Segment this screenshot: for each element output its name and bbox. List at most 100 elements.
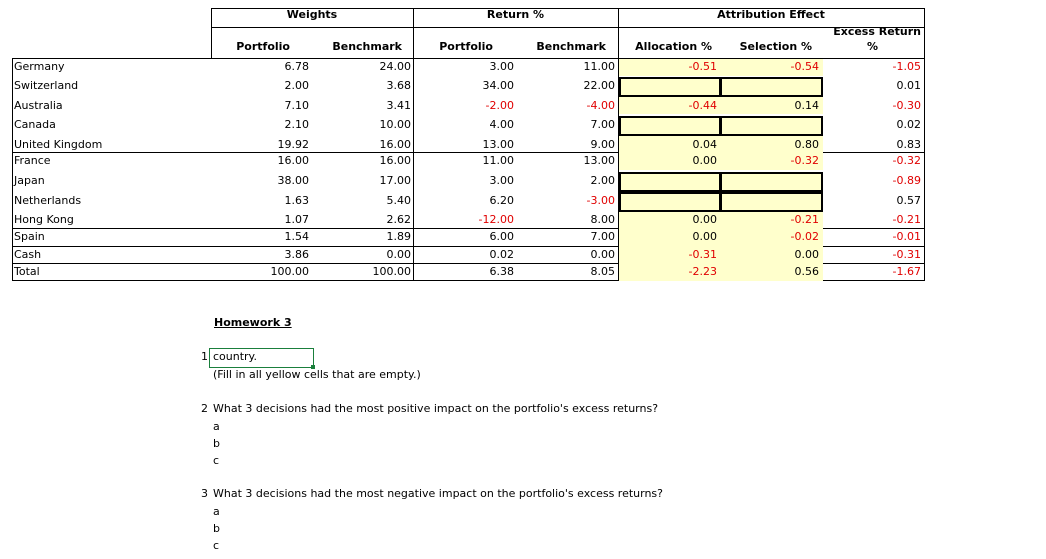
- empty-selection-cell[interactable]: [720, 77, 823, 97]
- cell-country[interactable]: Total: [14, 265, 40, 278]
- cell-country[interactable]: Germany: [14, 60, 65, 73]
- cell-pr[interactable]: 3.00: [489, 60, 515, 73]
- cell-pr[interactable]: 6.20: [489, 194, 515, 207]
- cell-sel[interactable]: [722, 77, 819, 95]
- cell-excess[interactable]: -1.05: [892, 60, 921, 73]
- cell-br[interactable]: 8.00: [590, 213, 616, 226]
- cell-alloc[interactable]: [620, 77, 717, 95]
- cell-country[interactable]: Hong Kong: [14, 213, 74, 226]
- cell-br[interactable]: 8.05: [590, 265, 616, 278]
- cell-bw[interactable]: 3.68: [386, 79, 412, 92]
- cell-pw[interactable]: 1.07: [284, 213, 310, 226]
- cell-bw[interactable]: 16.00: [379, 154, 412, 167]
- cell-sel[interactable]: -0.21: [790, 213, 819, 226]
- cell-excess[interactable]: -0.01: [892, 230, 921, 243]
- cell-alloc[interactable]: -0.31: [688, 248, 717, 261]
- cell-excess[interactable]: -1.67: [892, 265, 921, 278]
- cell-excess[interactable]: -0.30: [892, 99, 921, 112]
- cell-country[interactable]: United Kingdom: [14, 138, 103, 151]
- cell-br[interactable]: 2.00: [590, 174, 616, 187]
- empty-selection-cell[interactable]: [720, 116, 823, 136]
- cell-sel[interactable]: -0.02: [790, 230, 819, 243]
- cell-sel[interactable]: [722, 172, 819, 190]
- cell-pr[interactable]: 4.00: [489, 118, 515, 131]
- cell-sel[interactable]: 0.56: [794, 265, 820, 278]
- cell-pr[interactable]: 13.00: [482, 138, 515, 151]
- cell-pr[interactable]: 6.00: [489, 230, 515, 243]
- cell-sel[interactable]: [722, 116, 819, 134]
- cell-br[interactable]: 9.00: [590, 138, 616, 151]
- cell-sel[interactable]: 0.14: [794, 99, 820, 112]
- cell-country[interactable]: Cash: [14, 248, 42, 261]
- cell-br[interactable]: 7.00: [590, 230, 616, 243]
- cell-pw[interactable]: 6.78: [284, 60, 310, 73]
- cell-bw[interactable]: 10.00: [379, 118, 412, 131]
- cell-excess[interactable]: -0.89: [892, 174, 921, 187]
- cell-br[interactable]: 0.00: [590, 248, 616, 261]
- cell-alloc[interactable]: [620, 192, 717, 210]
- cell-pr[interactable]: 11.00: [482, 154, 515, 167]
- cell-country[interactable]: Switzerland: [14, 79, 79, 92]
- cell-sel[interactable]: -0.32: [790, 154, 819, 167]
- cell-alloc[interactable]: -2.23: [688, 265, 717, 278]
- cell-bw[interactable]: 3.41: [386, 99, 412, 112]
- cell-bw[interactable]: 2.62: [386, 213, 412, 226]
- cell-alloc[interactable]: 0.00: [692, 213, 718, 226]
- cell-fill-handle[interactable]: [311, 365, 315, 369]
- cell-sel[interactable]: -0.54: [790, 60, 819, 73]
- cell-bw[interactable]: 1.89: [386, 230, 412, 243]
- cell-pw[interactable]: 1.63: [284, 194, 310, 207]
- cell-pr[interactable]: 0.02: [489, 248, 515, 261]
- cell-alloc[interactable]: [620, 172, 717, 190]
- cell-country[interactable]: Netherlands: [14, 194, 82, 207]
- empty-selection-cell[interactable]: [720, 192, 823, 212]
- cell-alloc[interactable]: 0.00: [692, 154, 718, 167]
- cell-alloc[interactable]: -0.44: [688, 99, 717, 112]
- cell-bw[interactable]: 100.00: [372, 265, 412, 278]
- cell-pw[interactable]: 100.00: [270, 265, 310, 278]
- cell-excess[interactable]: -0.21: [892, 213, 921, 226]
- cell-excess[interactable]: 0.83: [896, 138, 922, 151]
- cell-br[interactable]: 11.00: [583, 60, 616, 73]
- selected-cell[interactable]: [209, 348, 314, 368]
- cell-bw[interactable]: 24.00: [379, 60, 412, 73]
- cell-country[interactable]: France: [14, 154, 51, 167]
- empty-selection-cell[interactable]: [720, 172, 823, 192]
- cell-country[interactable]: Canada: [14, 118, 56, 131]
- cell-br[interactable]: -3.00: [586, 194, 615, 207]
- cell-pr[interactable]: -12.00: [478, 213, 514, 226]
- cell-excess[interactable]: -0.32: [892, 154, 921, 167]
- cell-pw[interactable]: 3.86: [284, 248, 310, 261]
- cell-pw[interactable]: 38.00: [277, 174, 310, 187]
- cell-excess[interactable]: -0.31: [892, 248, 921, 261]
- cell-br[interactable]: 7.00: [590, 118, 616, 131]
- cell-alloc[interactable]: 0.00: [692, 230, 718, 243]
- cell-excess[interactable]: 0.01: [896, 79, 922, 92]
- cell-sel[interactable]: 0.80: [794, 138, 820, 151]
- cell-alloc[interactable]: 0.04: [692, 138, 718, 151]
- cell-pw[interactable]: 16.00: [277, 154, 310, 167]
- cell-pw[interactable]: 1.54: [284, 230, 310, 243]
- cell-bw[interactable]: 0.00: [386, 248, 412, 261]
- cell-pr[interactable]: -2.00: [485, 99, 514, 112]
- cell-pw[interactable]: 2.00: [284, 79, 310, 92]
- cell-br[interactable]: 13.00: [583, 154, 616, 167]
- cell-pw[interactable]: 19.92: [277, 138, 310, 151]
- cell-br[interactable]: -4.00: [586, 99, 615, 112]
- cell-alloc[interactable]: [620, 116, 717, 134]
- cell-country[interactable]: Australia: [14, 99, 63, 112]
- cell-pr[interactable]: 6.38: [489, 265, 515, 278]
- cell-excess[interactable]: 0.02: [896, 118, 922, 131]
- cell-br[interactable]: 22.00: [583, 79, 616, 92]
- cell-sel[interactable]: [722, 192, 819, 210]
- cell-pr[interactable]: 34.00: [482, 79, 515, 92]
- cell-pr[interactable]: 3.00: [489, 174, 515, 187]
- cell-country[interactable]: Japan: [14, 174, 45, 187]
- cell-bw[interactable]: 16.00: [379, 138, 412, 151]
- cell-pw[interactable]: 7.10: [284, 99, 310, 112]
- cell-country[interactable]: Spain: [14, 230, 45, 243]
- cell-pw[interactable]: 2.10: [284, 118, 310, 131]
- cell-bw[interactable]: 5.40: [386, 194, 412, 207]
- cell-alloc[interactable]: -0.51: [688, 60, 717, 73]
- cell-bw[interactable]: 17.00: [379, 174, 412, 187]
